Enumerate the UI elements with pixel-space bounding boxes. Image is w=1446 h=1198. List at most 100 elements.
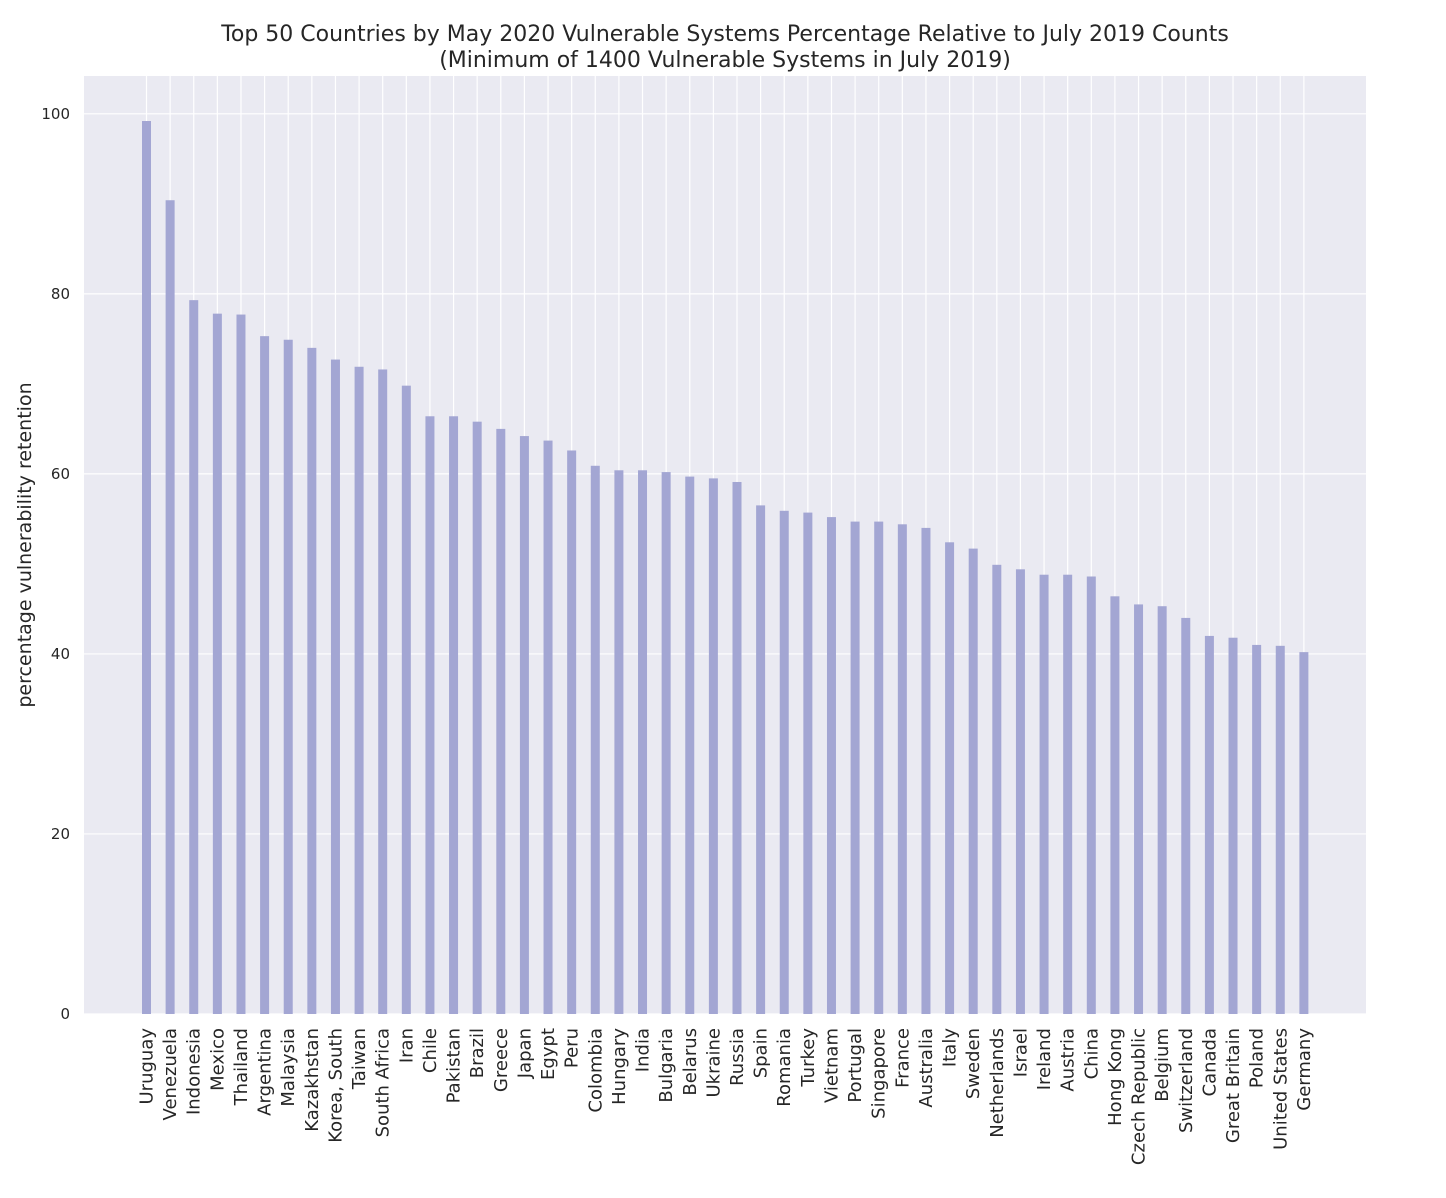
x-tick-label: Belarus — [680, 1028, 701, 1096]
bar — [1157, 606, 1167, 1014]
bar — [1252, 644, 1262, 1014]
bar — [614, 470, 624, 1014]
x-tick-label: Hong Kong — [1105, 1028, 1126, 1126]
x-tick-label: Japan — [514, 1028, 535, 1079]
bar — [945, 542, 955, 1014]
x-tick-label: Germany — [1294, 1028, 1315, 1111]
bar — [1039, 574, 1049, 1014]
x-tick-label: Pakistan — [444, 1028, 465, 1103]
bar — [449, 416, 459, 1014]
x-tick-label: Portugal — [845, 1028, 866, 1103]
bar — [1015, 569, 1025, 1014]
bar — [330, 359, 340, 1015]
x-tick-label: Iran — [396, 1028, 417, 1063]
bar — [543, 440, 553, 1014]
bar — [897, 524, 907, 1014]
bar — [283, 339, 293, 1014]
bar — [756, 505, 766, 1014]
bar — [307, 347, 317, 1014]
bar — [921, 527, 931, 1014]
x-tick-label: Greece — [491, 1028, 512, 1092]
bar — [638, 470, 648, 1014]
bar — [142, 121, 151, 1015]
x-tick-label: Ireland — [1034, 1028, 1055, 1090]
x-tick-label: Uruguay — [137, 1028, 158, 1105]
y-axis-label: percentage vulnerability retention — [14, 382, 36, 707]
x-tick-label: Switzerland — [1176, 1028, 1197, 1133]
chart-title: Top 50 Countries by May 2020 Vulnerable … — [220, 22, 1229, 47]
x-tick-label: Kazakhstan — [302, 1028, 323, 1132]
y-tick-label: 60 — [51, 465, 70, 483]
bar — [803, 512, 813, 1014]
bar — [519, 436, 529, 1014]
x-tick-label: Indonesia — [184, 1028, 205, 1115]
bar — [685, 476, 695, 1014]
y-tick-label: 40 — [51, 645, 70, 663]
bar — [779, 510, 789, 1014]
chart-subtitle: (Minimum of 1400 Vulnerable Systems in J… — [439, 48, 1011, 73]
bar — [1134, 604, 1144, 1014]
bar — [732, 481, 742, 1014]
x-tick-label: Turkey — [798, 1028, 819, 1088]
x-tick-label: Colombia — [585, 1028, 606, 1113]
y-tick-label: 80 — [51, 285, 70, 303]
bar — [1204, 635, 1214, 1014]
bar — [496, 428, 506, 1014]
bar — [1110, 596, 1120, 1014]
x-tick-label: Korea, South — [325, 1028, 346, 1143]
x-tick-label: Australia — [916, 1028, 937, 1108]
y-tick-label: 0 — [60, 1005, 70, 1023]
x-axis-ticks: Uruguay Venezuela Indonesia Mexico Thailand A… — [137, 1028, 1315, 1165]
x-tick-label: Italy — [940, 1028, 961, 1067]
x-tick-label: Peru — [562, 1028, 583, 1068]
x-tick-label: Romania — [774, 1028, 795, 1107]
bar — [236, 314, 246, 1014]
x-tick-label: Poland — [1247, 1028, 1268, 1088]
bar — [1086, 576, 1096, 1014]
x-tick-label: Hungary — [609, 1028, 630, 1105]
bar — [165, 200, 175, 1014]
x-tick-label: Canada — [1199, 1028, 1220, 1097]
bar — [850, 521, 860, 1014]
x-tick-label: Great Britain — [1223, 1028, 1244, 1143]
x-tick-label: China — [1081, 1028, 1102, 1079]
bar — [826, 517, 836, 1014]
bar — [472, 421, 482, 1014]
x-tick-label: Spain — [751, 1028, 772, 1078]
x-tick-label: Ukraine — [703, 1028, 724, 1098]
x-tick-label: Czech Republic — [1129, 1028, 1150, 1165]
bar — [425, 416, 435, 1014]
x-tick-label: Israel — [1010, 1028, 1031, 1077]
y-tick-label: 100 — [41, 105, 70, 123]
x-tick-label: Venezuela — [160, 1028, 181, 1120]
x-tick-label: Thailand — [231, 1028, 252, 1106]
y-axis-ticks: 0 20 40 60 80 100 — [41, 105, 70, 1023]
x-tick-label: Malaysia — [278, 1028, 299, 1107]
x-tick-label: Singapore — [869, 1028, 890, 1119]
x-tick-label: Bulgaria — [656, 1028, 677, 1103]
x-tick-label: Netherlands — [987, 1028, 1008, 1138]
x-tick-label: Austria — [1058, 1028, 1079, 1092]
x-tick-label: Belgium — [1152, 1028, 1173, 1102]
bar — [567, 450, 577, 1014]
bar — [968, 548, 978, 1014]
bar — [1299, 652, 1309, 1014]
x-tick-label: Sweden — [963, 1028, 984, 1099]
x-tick-label: Egypt — [538, 1028, 559, 1080]
bar — [212, 313, 222, 1015]
x-tick-label: India — [633, 1028, 654, 1072]
x-tick-label: Argentina — [255, 1028, 276, 1116]
x-tick-label: Russia — [727, 1028, 748, 1086]
bar — [661, 472, 671, 1014]
bar — [708, 478, 718, 1014]
bar — [401, 385, 411, 1014]
bar — [874, 521, 884, 1014]
bar — [189, 300, 199, 1014]
bar — [1063, 574, 1073, 1014]
bar — [1275, 645, 1285, 1014]
bar — [590, 465, 600, 1015]
bar — [1228, 637, 1238, 1014]
x-tick-label: Chile — [420, 1028, 441, 1073]
bar — [992, 564, 1002, 1014]
bar — [260, 336, 270, 1014]
